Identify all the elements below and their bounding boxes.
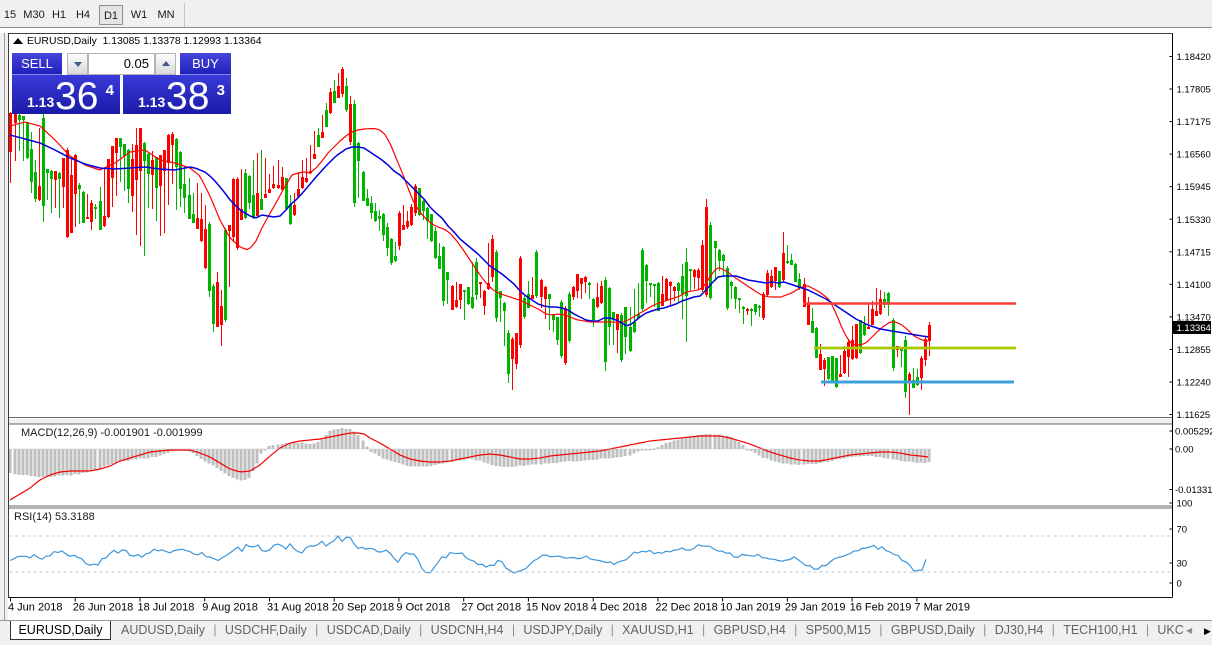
svg-text:9 Oct 2018: 9 Oct 2018 [396, 602, 450, 614]
svg-text:20 Sep 2018: 20 Sep 2018 [332, 602, 394, 614]
svg-text:15 Nov 2018: 15 Nov 2018 [526, 602, 588, 614]
svg-text:29 Jan 2019: 29 Jan 2019 [785, 602, 846, 614]
svg-text:EURUSD,Daily 1.13085 1.13378: EURUSD,Daily 1.13085 1.13378 1.12993 1.1… [27, 36, 262, 47]
svg-text:30: 30 [1177, 559, 1188, 570]
svg-text:1.17805: 1.17805 [1177, 85, 1211, 96]
svg-text:1.16560: 1.16560 [1177, 150, 1211, 161]
svg-text:100: 100 [1177, 499, 1193, 510]
svg-text:16 Feb 2019: 16 Feb 2019 [850, 602, 912, 614]
svg-text:0.00: 0.00 [1175, 445, 1194, 456]
svg-text:7 Mar 2019: 7 Mar 2019 [914, 602, 970, 614]
svg-text:1.18420: 1.18420 [1177, 52, 1211, 63]
svg-text:1.15330: 1.15330 [1177, 215, 1211, 226]
svg-text:1.14715: 1.14715 [1177, 247, 1211, 258]
svg-text:1.17175: 1.17175 [1177, 117, 1211, 128]
svg-text:1.11625: 1.11625 [1177, 410, 1211, 421]
svg-text:4 Dec 2018: 4 Dec 2018 [591, 602, 647, 614]
svg-text:1.12855: 1.12855 [1177, 345, 1211, 356]
svg-text:1.13470: 1.13470 [1177, 312, 1211, 323]
svg-text:70: 70 [1177, 525, 1188, 536]
svg-text:0.005292: 0.005292 [1175, 427, 1212, 438]
svg-text:-0.01331: -0.01331 [1175, 485, 1212, 496]
svg-text:0: 0 [1177, 579, 1182, 590]
svg-text:10 Jan 2019: 10 Jan 2019 [720, 602, 781, 614]
svg-text:31 Aug 2018: 31 Aug 2018 [267, 602, 329, 614]
svg-text:MACD(12,26,9) -0.001901 -0.001: MACD(12,26,9) -0.001901 -0.001999 [21, 427, 203, 439]
svg-text:27 Oct 2018: 27 Oct 2018 [461, 602, 521, 614]
svg-text:22 Dec 2018: 22 Dec 2018 [655, 602, 717, 614]
svg-text:1.14100: 1.14100 [1177, 280, 1211, 291]
svg-text:1.12240: 1.12240 [1177, 378, 1211, 389]
svg-text:26 Jun 2018: 26 Jun 2018 [73, 602, 134, 614]
svg-text:9 Aug 2018: 9 Aug 2018 [202, 602, 258, 614]
svg-text:18 Jul 2018: 18 Jul 2018 [138, 602, 195, 614]
svg-text:1.15945: 1.15945 [1177, 182, 1211, 193]
svg-text:RSI(14) 53.3188: RSI(14) 53.3188 [14, 511, 95, 523]
svg-text:1.13364: 1.13364 [1177, 323, 1211, 334]
svg-text:4 Jun 2018: 4 Jun 2018 [8, 602, 62, 614]
